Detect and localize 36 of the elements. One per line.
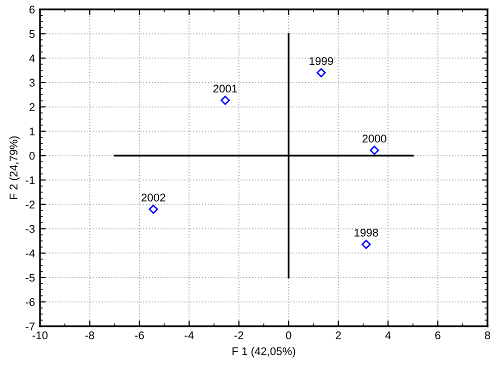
annotation: 2002 [142, 194, 166, 202]
x-axis-title: F 1 (42,05%) [232, 347, 296, 358]
y-tick-label: 5 [29, 30, 35, 38]
point [362, 240, 371, 249]
y-tick-label: 6 [30, 6, 35, 14]
x-tick-label: 0 [286, 331, 292, 340]
point [148, 204, 158, 214]
y-axis-title: F 2 (24,79%) [9, 136, 20, 200]
annotation: 1998 [354, 228, 378, 237]
point [316, 68, 326, 78]
annotation: 2000 [362, 134, 386, 143]
y-tick-label: 4 [29, 54, 35, 62]
x-tick-label: -4 [184, 332, 194, 340]
annotation: 2001 [213, 84, 238, 93]
y-tick-label: -6 [26, 298, 35, 306]
y-tick-label: 2 [30, 103, 35, 111]
y-tick-label: -4 [26, 250, 35, 258]
annotation: 1999 [310, 57, 334, 65]
y-tick-label: -1 [26, 176, 35, 184]
y-tick-label: 1 [30, 128, 35, 136]
x-tick-label: 6 [435, 331, 440, 340]
y-tick-label: 0 [29, 152, 35, 160]
y-tick-label: -7 [26, 322, 35, 330]
y-tick-label: -5 [26, 274, 35, 282]
y-tick-label: 3 [29, 78, 35, 87]
x-tick-label: -8 [85, 331, 94, 340]
x-tick-label: 8 [484, 331, 490, 340]
x-tick-label: -6 [135, 331, 144, 340]
x-tick-label: -2 [234, 331, 244, 340]
point [220, 96, 230, 105]
x-tick-label: -10 [32, 331, 48, 340]
x-tick-label: 4 [385, 332, 391, 340]
y-tick-label: -2 [26, 200, 35, 208]
x-tick-label: 2 [336, 331, 341, 340]
point [370, 146, 380, 155]
y-tick-label: -3 [26, 225, 35, 233]
